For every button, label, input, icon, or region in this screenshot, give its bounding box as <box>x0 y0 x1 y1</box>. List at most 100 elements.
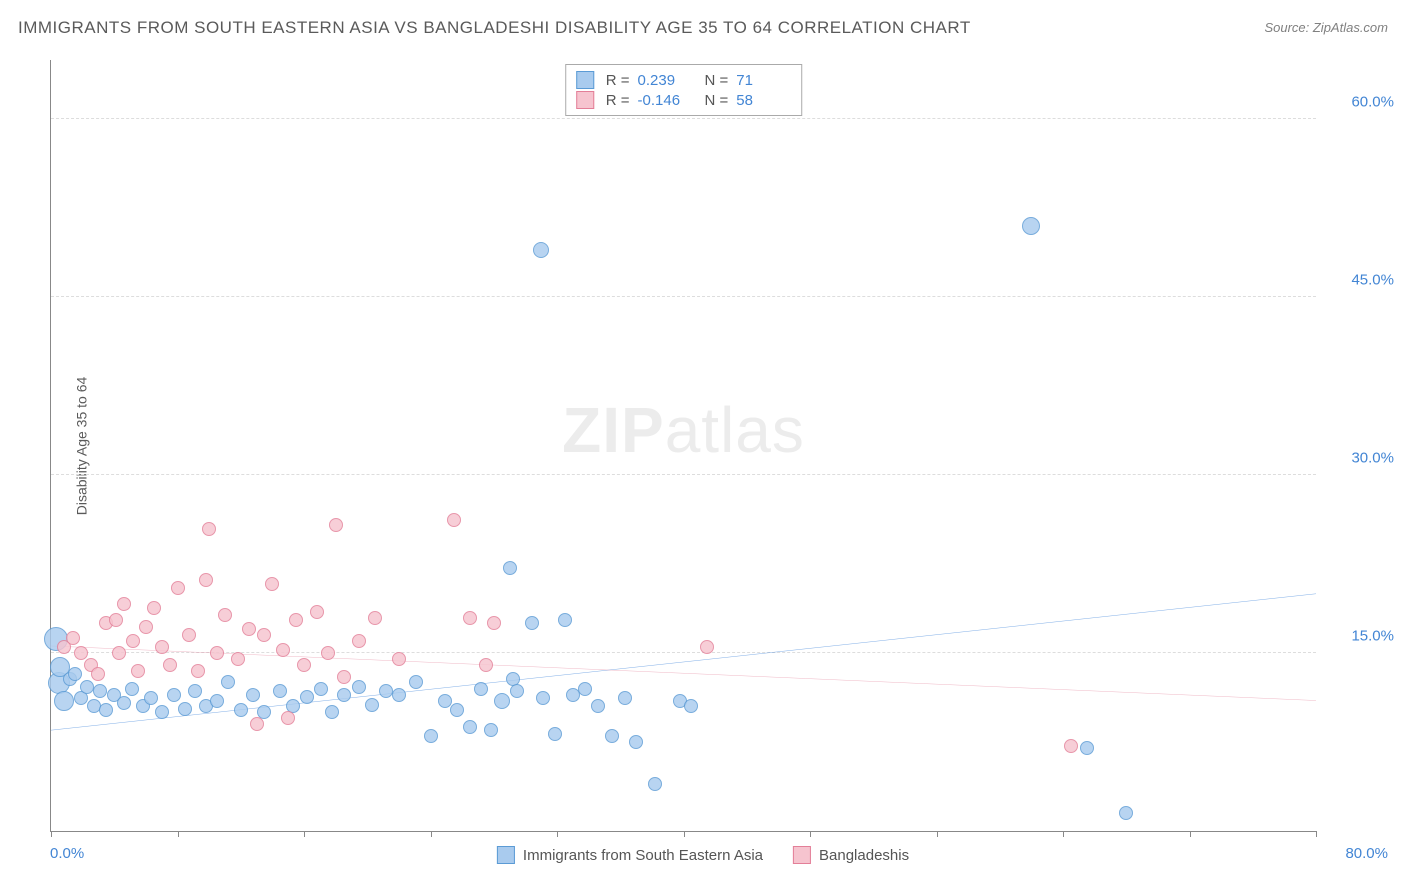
scatter-point <box>392 652 406 666</box>
r-value: 0.239 <box>638 72 693 89</box>
scatter-point <box>257 628 271 642</box>
scatter-point <box>231 652 245 666</box>
scatter-point <box>112 646 126 660</box>
scatter-point <box>463 720 477 734</box>
n-label: N = <box>705 92 729 109</box>
r-label: R = <box>606 92 630 109</box>
x-tick <box>431 831 432 837</box>
scatter-point <box>510 684 524 698</box>
scatter-point <box>447 513 461 527</box>
scatter-point <box>167 688 181 702</box>
scatter-point <box>178 702 192 716</box>
scatter-point <box>99 703 113 717</box>
x-tick <box>810 831 811 837</box>
scatter-point <box>648 777 662 791</box>
watermark-light: atlas <box>665 394 805 466</box>
scatter-point <box>629 735 643 749</box>
scatter-point <box>218 608 232 622</box>
scatter-point <box>321 646 335 660</box>
scatter-point <box>281 711 295 725</box>
scatter-point <box>1119 806 1133 820</box>
r-label: R = <box>606 72 630 89</box>
x-tick <box>1316 831 1317 837</box>
scatter-point <box>1022 217 1040 235</box>
scatter-point <box>202 522 216 536</box>
source-prefix: Source: <box>1264 20 1312 35</box>
y-tick-label: 45.0% <box>1351 272 1394 289</box>
scatter-point <box>1080 741 1094 755</box>
stats-row: R =0.239N =71 <box>576 71 792 89</box>
gridline <box>51 118 1316 119</box>
scatter-point <box>368 611 382 625</box>
scatter-point <box>503 561 517 575</box>
scatter-point <box>66 631 80 645</box>
scatter-point <box>147 601 161 615</box>
chart-container: IMMIGRANTS FROM SOUTH EASTERN ASIA VS BA… <box>0 0 1406 892</box>
y-tick-label: 30.0% <box>1351 450 1394 467</box>
scatter-point <box>424 729 438 743</box>
scatter-point <box>265 577 279 591</box>
x-tick <box>51 831 52 837</box>
r-value: -0.146 <box>638 92 693 109</box>
scatter-point <box>276 643 290 657</box>
scatter-point <box>487 616 501 630</box>
scatter-point <box>337 670 351 684</box>
scatter-point <box>450 703 464 717</box>
scatter-point <box>536 691 550 705</box>
scatter-point <box>700 640 714 654</box>
scatter-point <box>93 684 107 698</box>
scatter-point <box>337 688 351 702</box>
scatter-point <box>578 682 592 696</box>
scatter-point <box>591 699 605 713</box>
x-tick <box>557 831 558 837</box>
scatter-point <box>533 242 549 258</box>
legend-item: Immigrants from South Eastern Asia <box>497 846 763 864</box>
scatter-point <box>117 696 131 710</box>
scatter-point <box>684 699 698 713</box>
x-axis-max-label: 80.0% <box>1345 845 1388 862</box>
scatter-point <box>54 691 74 711</box>
scatter-point <box>494 693 510 709</box>
scatter-point <box>329 518 343 532</box>
scatter-point <box>221 675 235 689</box>
legend-swatch <box>793 846 811 864</box>
n-value: 71 <box>736 72 791 89</box>
scatter-point <box>210 646 224 660</box>
scatter-point <box>155 640 169 654</box>
scatter-point <box>171 581 185 595</box>
y-tick-label: 60.0% <box>1351 94 1394 111</box>
gridline <box>51 296 1316 297</box>
legend-label: Immigrants from South Eastern Asia <box>523 847 763 864</box>
scatter-point <box>125 682 139 696</box>
bottom-legend: Immigrants from South Eastern Asia Bangla… <box>497 846 909 864</box>
scatter-point <box>210 694 224 708</box>
scatter-point <box>548 727 562 741</box>
legend-label: Bangladeshis <box>819 847 909 864</box>
scatter-point <box>199 573 213 587</box>
x-tick <box>1190 831 1191 837</box>
scatter-point <box>352 634 366 648</box>
scatter-point <box>144 691 158 705</box>
x-tick <box>684 831 685 837</box>
y-tick-label: 15.0% <box>1351 628 1394 645</box>
scatter-point <box>273 684 287 698</box>
gridline <box>51 474 1316 475</box>
scatter-point <box>188 684 202 698</box>
scatter-point <box>558 613 572 627</box>
x-tick <box>304 831 305 837</box>
scatter-point <box>250 717 264 731</box>
scatter-point <box>191 664 205 678</box>
source-attribution: Source: ZipAtlas.com <box>1264 20 1388 35</box>
stats-row: R =-0.146N =58 <box>576 91 792 109</box>
scatter-point <box>297 658 311 672</box>
x-tick <box>178 831 179 837</box>
scatter-point <box>392 688 406 702</box>
scatter-point <box>234 703 248 717</box>
legend-swatch <box>576 91 594 109</box>
scatter-point <box>463 611 477 625</box>
scatter-point <box>310 605 324 619</box>
scatter-point <box>242 622 256 636</box>
scatter-point <box>139 620 153 634</box>
scatter-point <box>325 705 339 719</box>
scatter-point <box>605 729 619 743</box>
